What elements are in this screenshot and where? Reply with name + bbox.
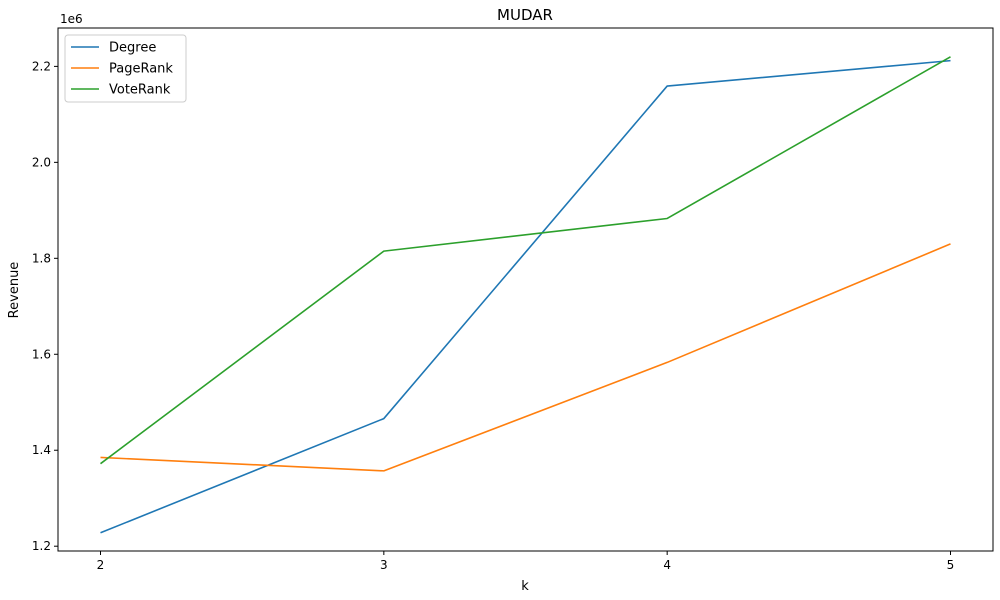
legend-label: Degree [109,41,156,56]
series-layer [100,56,951,534]
plot-area [57,27,994,552]
legend: Degree PageRank VoteRank [64,34,187,103]
legend-label: VoteRank [109,83,171,98]
x-axis: 2 3 4 5 [97,551,955,572]
x-tick-label: 3 [380,558,388,572]
chart-title: MUDAR [497,6,553,24]
y-tick-label: 2.0 [32,155,51,169]
x-tick-label: 4 [663,558,671,572]
y-tick-label: 2.2 [32,59,51,73]
y-axis-label: Revenue [7,262,22,319]
legend-box [64,34,187,103]
y-tick-label: 1.4 [32,443,51,457]
y-offset-label: 1e6 [60,12,83,26]
series-line-pagerank [100,243,951,472]
y-tick-label: 1.6 [32,347,51,361]
y-tick-label: 1.2 [32,539,51,553]
x-tick-label: 5 [947,558,955,572]
series-line-degree [100,59,951,534]
y-axis: 1.2 1.4 1.6 1.8 2.0 2.2 [32,59,58,553]
y-tick-label: 1.8 [32,251,51,265]
legend-label: PageRank [109,62,173,77]
series-line-voterank [100,56,951,465]
x-axis-label: k [521,579,529,594]
x-tick-label: 2 [97,558,105,572]
